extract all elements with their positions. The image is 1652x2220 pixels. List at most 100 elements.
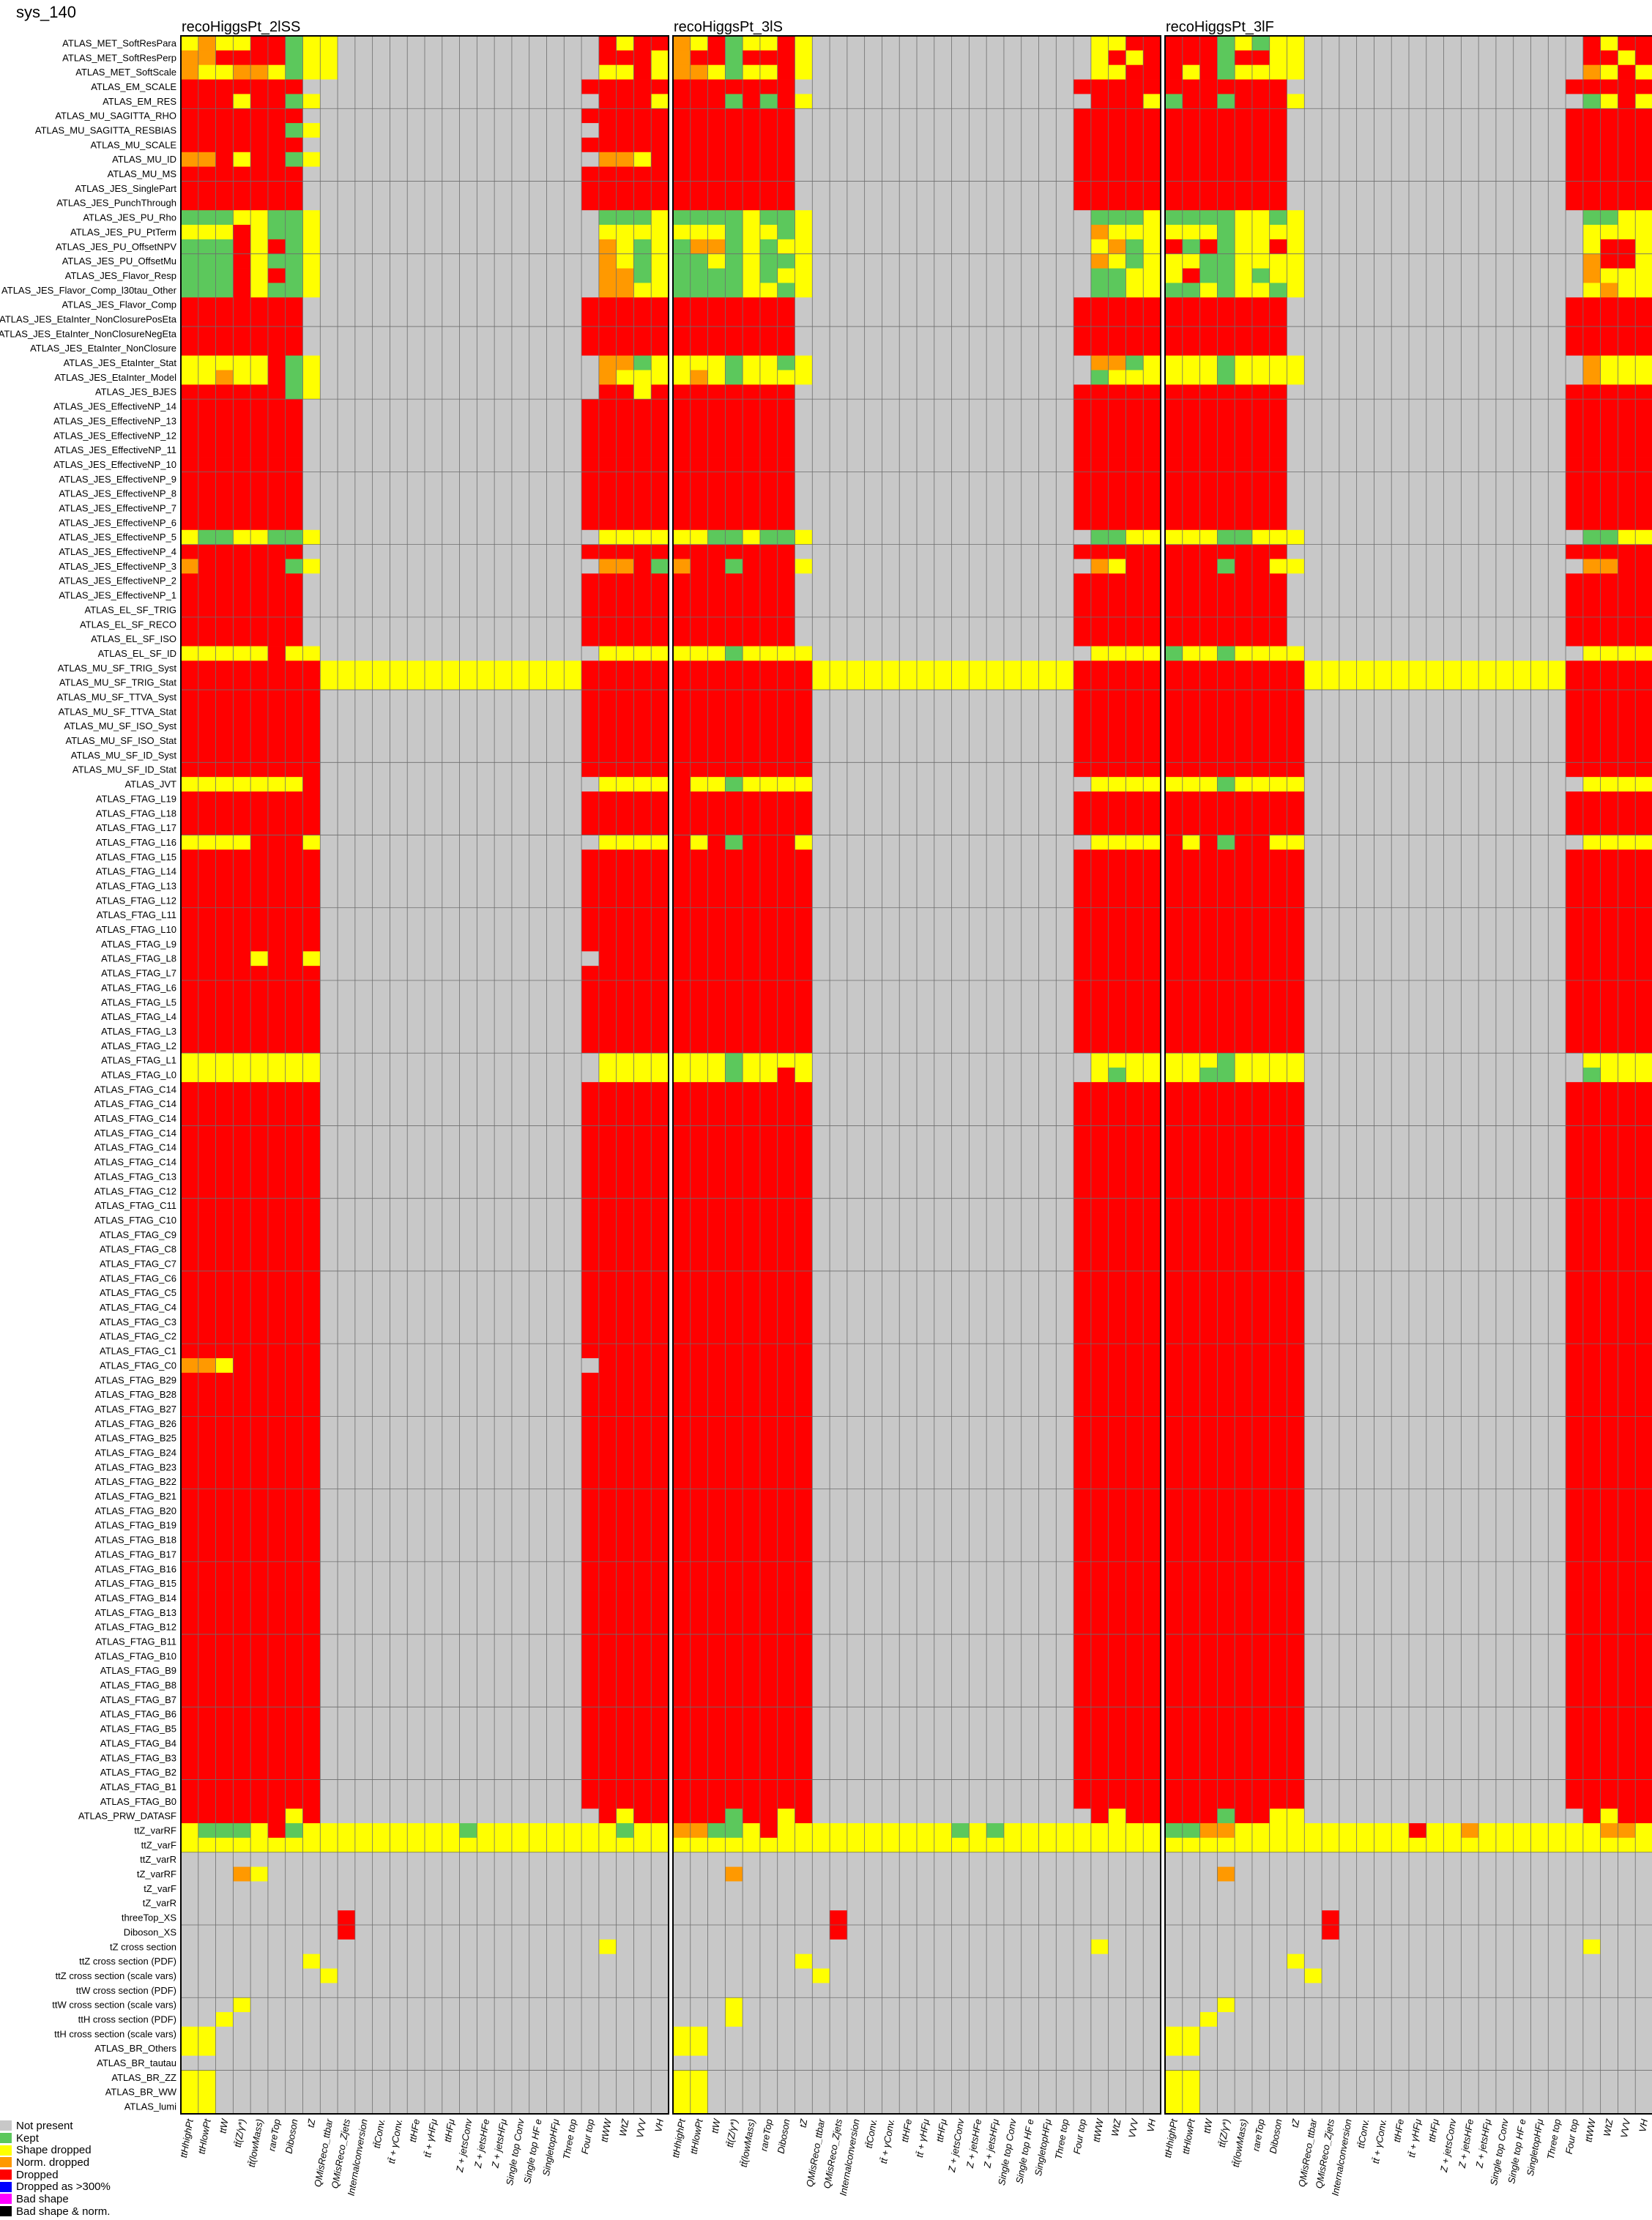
heatmap-cell — [303, 414, 321, 428]
heatmap-cell — [320, 1721, 338, 1736]
heatmap-cell — [743, 399, 760, 414]
heatmap-cell — [1109, 36, 1126, 51]
heatmap-cell — [529, 1227, 547, 1242]
heatmap-cell — [425, 1402, 442, 1417]
heatmap-cell — [460, 36, 477, 51]
x-tick-label: ttHFμ — [442, 2118, 456, 2143]
heatmap-cell — [250, 65, 268, 80]
heatmap-cell — [934, 65, 952, 80]
heatmap-cell — [355, 2041, 373, 2056]
heatmap-cell — [581, 1344, 599, 1358]
heatmap-cell — [564, 1997, 581, 2012]
heatmap-cell — [355, 1678, 373, 1693]
heatmap-cell — [512, 1199, 529, 1213]
heatmap-cell — [564, 1242, 581, 1256]
heatmap-cell — [338, 1256, 355, 1271]
heatmap-cell — [917, 239, 934, 254]
heatmap-cell — [512, 864, 529, 879]
heatmap-cell — [564, 690, 581, 704]
heatmap-cell — [181, 283, 198, 297]
heatmap-cell — [338, 632, 355, 647]
heatmap-cell — [564, 603, 581, 617]
heatmap-cell — [969, 152, 986, 167]
heatmap-cell — [250, 1591, 268, 1606]
heatmap-cell — [460, 1373, 477, 1388]
heatmap-cell — [442, 1344, 460, 1358]
heatmap-cell — [181, 312, 198, 327]
heatmap-cell — [477, 341, 494, 356]
heatmap-cell — [233, 1576, 250, 1591]
heatmap-cell — [390, 1794, 407, 1809]
y-tick-label: ATLAS_FTAG_C3 — [100, 1316, 176, 1327]
heatmap-cell — [795, 356, 813, 370]
heatmap-cell — [373, 1344, 390, 1358]
heatmap-cell — [233, 1111, 250, 1126]
heatmap-cell — [494, 1082, 512, 1097]
heatmap-cell — [512, 356, 529, 370]
heatmap-cell — [233, 675, 250, 690]
heatmap-cell — [494, 269, 512, 283]
heatmap-cell — [633, 1184, 651, 1199]
heatmap-cell — [651, 1678, 669, 1693]
heatmap-cell — [181, 545, 198, 559]
heatmap-cell — [338, 1242, 355, 1256]
heatmap-cell — [373, 893, 390, 908]
heatmap-cell — [407, 239, 425, 254]
heatmap-cell — [181, 734, 198, 748]
heatmap-cell — [320, 254, 338, 269]
heatmap-cell — [355, 1460, 373, 1475]
heatmap-cell — [651, 1431, 669, 1445]
heatmap-cell — [633, 1431, 651, 1445]
heatmap-cell — [547, 632, 565, 647]
heatmap-cell — [407, 1620, 425, 1634]
heatmap-cell — [1074, 283, 1091, 297]
heatmap-cell — [338, 1823, 355, 1838]
heatmap-cell — [198, 341, 216, 356]
heatmap-cell — [338, 995, 355, 1010]
heatmap-cell — [268, 2085, 286, 2099]
heatmap-cell — [651, 1503, 669, 1518]
heatmap-cell — [529, 1329, 547, 1344]
heatmap-cell — [882, 36, 899, 51]
heatmap-cell — [581, 647, 599, 661]
heatmap-cell — [442, 210, 460, 225]
heatmap-cell — [1022, 327, 1039, 341]
heatmap-cell — [633, 1794, 651, 1809]
heatmap-cell — [529, 1010, 547, 1024]
heatmap-cell — [268, 1140, 286, 1155]
heatmap-cell — [286, 1445, 303, 1460]
heatmap-cell — [651, 2070, 669, 2085]
heatmap-cell — [795, 254, 813, 269]
heatmap-cell — [390, 849, 407, 864]
heatmap-cell — [599, 1664, 617, 1678]
heatmap-cell — [338, 1896, 355, 1910]
y-tick-label: ATLAS_FTAG_L2 — [101, 1040, 176, 1051]
heatmap-cell — [303, 835, 321, 850]
heatmap-cell — [599, 239, 617, 254]
heatmap-cell — [181, 748, 198, 762]
heatmap-cell — [512, 472, 529, 486]
heatmap-cell — [425, 501, 442, 515]
heatmap-cell — [581, 1867, 599, 1882]
heatmap-cell — [812, 152, 830, 167]
y-tick-label: ttZ cross section (PDF) — [79, 1956, 176, 1967]
heatmap-cell — [198, 1562, 216, 1576]
heatmap-cell — [442, 1954, 460, 1969]
heatmap-cell — [494, 1256, 512, 1271]
heatmap-cell — [529, 1591, 547, 1606]
heatmap-cell — [268, 1881, 286, 1896]
heatmap-cell — [442, 80, 460, 94]
heatmap-cell — [651, 2085, 669, 2099]
heatmap-cell — [390, 181, 407, 195]
heatmap-cell — [268, 2041, 286, 2056]
heatmap-cell — [494, 2070, 512, 2085]
heatmap-cell — [477, 545, 494, 559]
heatmap-cell — [355, 138, 373, 152]
heatmap-cell — [581, 762, 599, 777]
heatmap-cell — [529, 1678, 547, 1693]
heatmap-cell — [216, 617, 234, 632]
heatmap-cell — [564, 719, 581, 734]
heatmap-cell — [373, 1388, 390, 1402]
heatmap-cell — [442, 1271, 460, 1286]
heatmap-cell — [529, 210, 547, 225]
